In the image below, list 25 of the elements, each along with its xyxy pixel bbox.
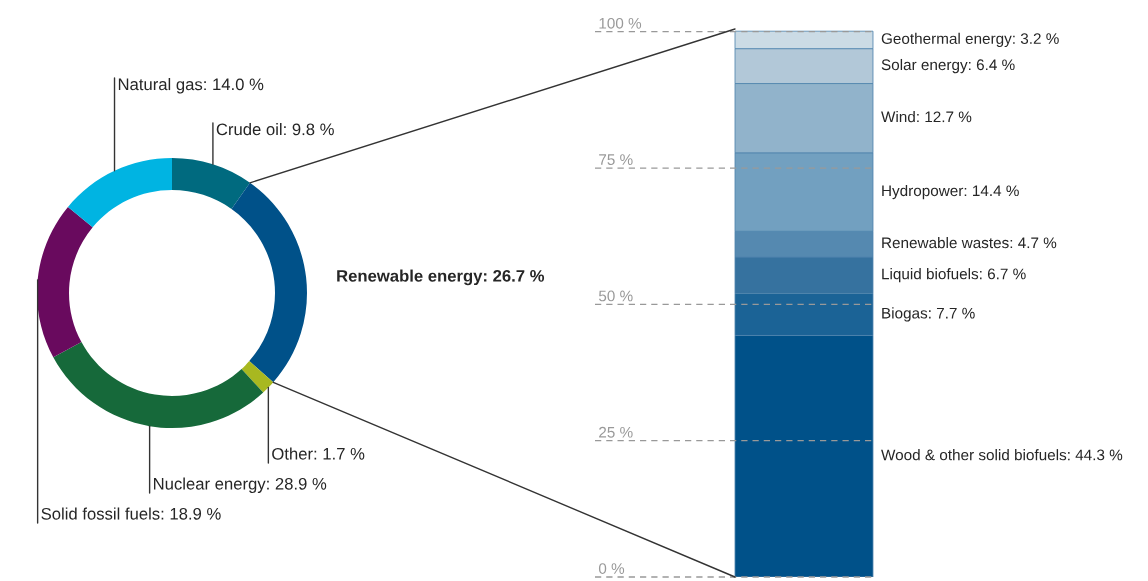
donut-slice [53,342,264,428]
text: Wind: 12.7 % [881,111,972,123]
text: Wood & other solid biofuels: 44.3 % [881,449,1123,461]
slice-label: Other: 1.7 % [272,447,365,460]
text: Geothermal energy: 3.2 % [881,32,1059,48]
text: Solar energy: 6.4 % [881,58,1015,74]
y-tick-label: 50 % [598,290,633,302]
slice-label: Nuclear energy: 28.9 % [153,477,327,493]
donut-slice [241,361,274,393]
donut-slice [37,206,93,358]
slice-label: Natural gas: 14.0 % [118,78,264,94]
slice-label: Solid fossil fuels: 18.9 % [41,507,221,520]
text: Hydropower: 14.4 % [882,184,1019,200]
y-tick-label: 25 % [599,426,633,438]
y-tick-label: 75 % [599,154,633,166]
slice-label: Crude oil: 9.8 % [216,123,334,136]
slice-label: Renewable energy: 26.7 % [337,269,545,286]
text: Biogas: 7.7 % [882,307,975,322]
y-tick-label: 100 % [599,17,642,29]
y-tick-label: 0 % [598,563,625,574]
donut-slice [231,182,307,383]
donut-slice [172,158,250,209]
text: Renewable wastes: 4.7 % [882,236,1057,249]
text: Liquid biofuels: 6.7 % [882,268,1026,283]
donut-slice [67,158,172,228]
